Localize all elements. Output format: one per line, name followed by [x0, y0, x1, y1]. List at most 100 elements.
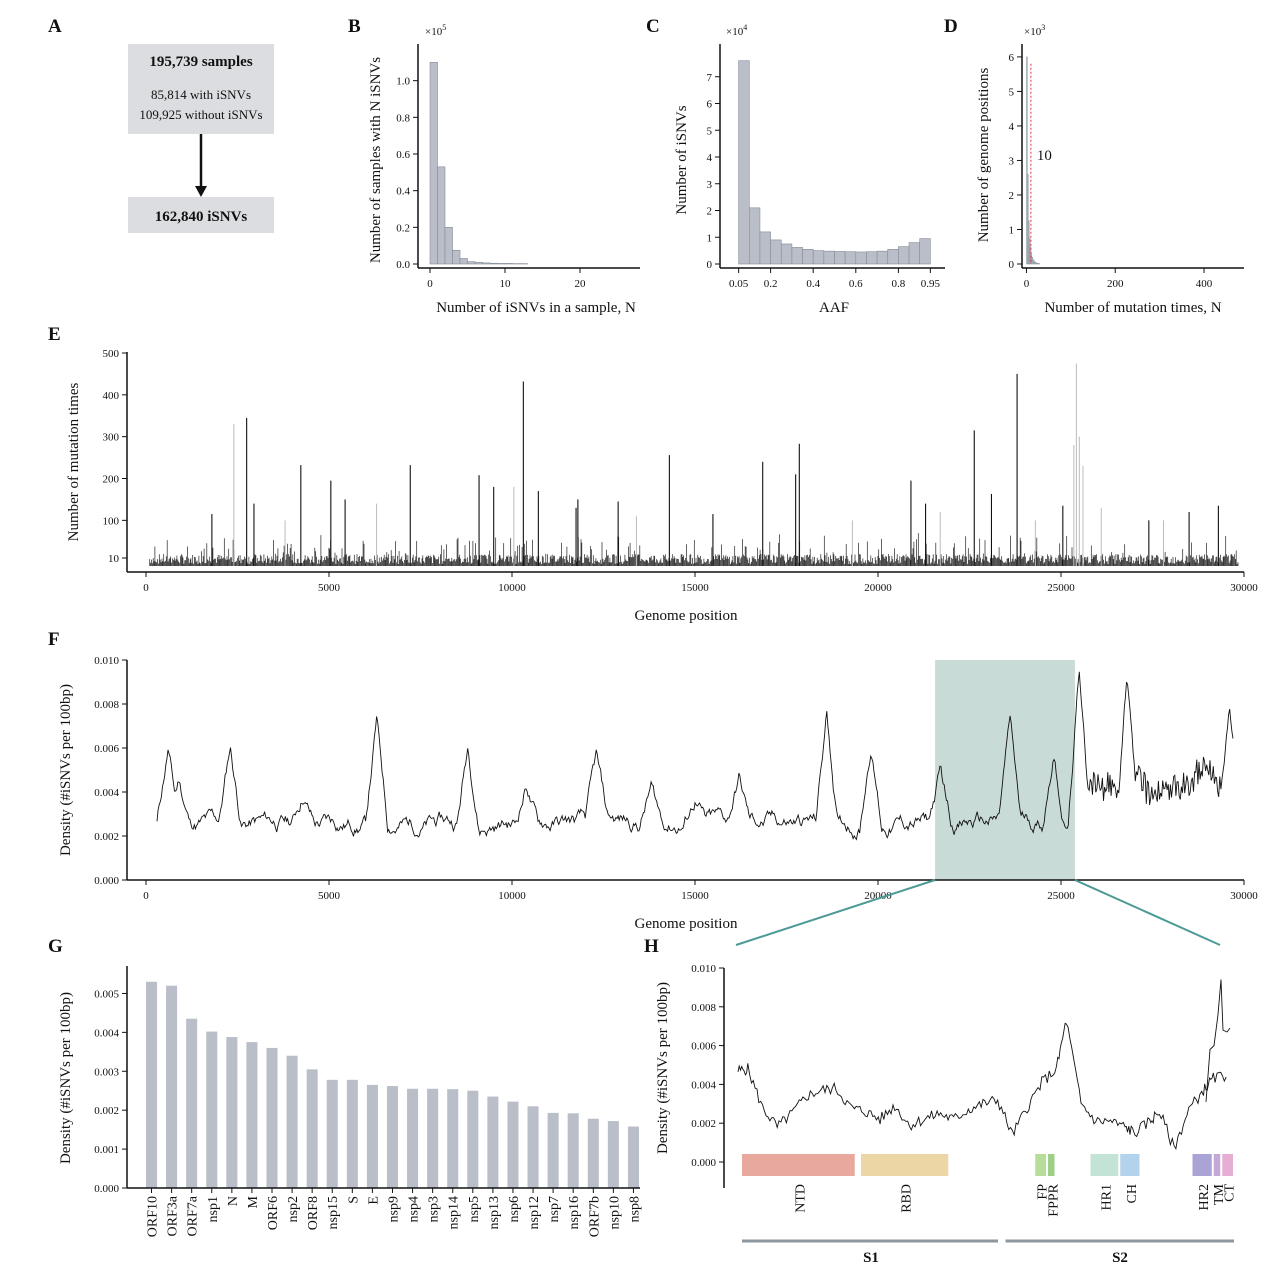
x-tick-label: 0 — [427, 278, 433, 290]
y-tick-label: 0.002 — [94, 1105, 119, 1117]
domain-block — [1048, 1154, 1055, 1176]
gene-label: ORF10 — [146, 1196, 161, 1237]
x-tick-label: 20000 — [864, 890, 892, 902]
y-tick-label: 4 — [1009, 121, 1015, 133]
y-tick-label: 1 — [1009, 224, 1015, 236]
gene-label: nsp13 — [487, 1196, 502, 1229]
x-tick-label: 0 — [1024, 278, 1030, 290]
y-tick-label: 0.010 — [94, 655, 119, 667]
gene-bar — [266, 1047, 278, 1188]
x-tick-label: 0.6 — [849, 278, 863, 290]
panel-letter-c: C — [646, 16, 660, 37]
y-tick-label: 0.005 — [94, 988, 119, 1000]
y-tick-label: 7 — [707, 72, 713, 84]
x-tick-label: 0.95 — [921, 278, 941, 290]
histogram-bar — [855, 251, 867, 265]
x-tick-label: 10 — [500, 278, 512, 290]
x-tick-label: 0.2 — [764, 278, 778, 290]
gene-label: nsp10 — [607, 1196, 622, 1229]
gene-bar — [306, 1069, 318, 1188]
y-tick-label: 0.4 — [396, 186, 410, 198]
domain-label: RBD — [900, 1184, 915, 1213]
mutation-spikes-baseline — [149, 533, 1239, 566]
histogram-bar — [489, 262, 498, 265]
domain-block — [1035, 1154, 1046, 1176]
density-line-tail — [1205, 979, 1231, 1102]
x-tick-label: 25000 — [1047, 582, 1075, 594]
gene-label: E — [366, 1196, 381, 1205]
y-tick-label: 0.003 — [94, 1066, 119, 1078]
x-tick-label: 0.8 — [892, 278, 906, 290]
x-axis-label: AAF — [819, 300, 849, 316]
gene-label: nsp7 — [547, 1196, 562, 1222]
gene-label: ORF7a — [186, 1195, 201, 1236]
domain-label: TM — [1212, 1183, 1227, 1205]
gene-label: nsp6 — [507, 1196, 522, 1222]
gene-bar — [427, 1088, 439, 1188]
gene-label: nsp14 — [447, 1196, 462, 1229]
y-tick-label: 0 — [707, 259, 713, 271]
y-tick-label: 0.004 — [691, 1079, 716, 1091]
domain-label: NTD — [793, 1184, 808, 1213]
y-tick-label: 0.006 — [691, 1041, 716, 1053]
y-axis-label: Number of samples with N iSNVs — [368, 57, 384, 263]
x-tick-label: 15000 — [681, 582, 709, 594]
domain-label: HR2 — [1197, 1184, 1212, 1210]
y-axis-label: Density (#iSNVs per 100bp) — [655, 982, 671, 1154]
gene-label: ORF6 — [266, 1196, 281, 1230]
gene-label: S — [346, 1196, 361, 1204]
x-axis-label: Genome position — [635, 916, 738, 932]
y-tick-label: 500 — [103, 348, 120, 360]
histogram-bar — [759, 231, 771, 265]
x-tick-label: 0 — [143, 890, 149, 902]
gene-label: nsp1 — [206, 1196, 221, 1222]
subunit-label: S2 — [1112, 1250, 1128, 1266]
y-tick-label: 0.004 — [94, 1027, 119, 1039]
gene-bar — [627, 1126, 639, 1188]
x-axis-label: Number of mutation times, N — [1044, 300, 1221, 316]
x-tick-label: 20 — [575, 278, 587, 290]
x-tick-label: 30000 — [1230, 582, 1258, 594]
gene-label: ORF8 — [306, 1196, 321, 1230]
gene-bar — [386, 1086, 399, 1188]
gene-bar — [607, 1121, 619, 1188]
gene-label: N — [226, 1196, 241, 1206]
histogram-bar — [802, 248, 814, 265]
histogram-bar — [770, 239, 782, 265]
y-tick-label: 0.004 — [94, 787, 119, 799]
y-tick-label: 400 — [103, 390, 120, 402]
gene-bar — [547, 1112, 559, 1188]
y-tick-label: 0.008 — [691, 1002, 716, 1014]
x-tick-label: 5000 — [318, 890, 341, 902]
gene-bar — [146, 981, 158, 1188]
y-tick-label: 0.002 — [94, 831, 119, 843]
y-axis-label: Density (#iSNVs per 100bp) — [58, 684, 74, 856]
domain-block — [1090, 1154, 1119, 1176]
y-tick-label: 0.2 — [396, 222, 410, 234]
y-tick-label: 0.010 — [691, 963, 716, 975]
gene-label: ORF3a — [166, 1195, 181, 1236]
gene-bar — [206, 1031, 218, 1188]
x-tick-label: 30000 — [1230, 890, 1258, 902]
domain-block — [1120, 1154, 1140, 1176]
gene-bar — [407, 1088, 419, 1188]
y-axis-label: Density (#iSNVs per 100bp) — [58, 992, 74, 1164]
histogram-bar — [444, 227, 453, 265]
y-axis-label: Number of mutation times — [66, 382, 82, 541]
y-tick-label: 2 — [1009, 190, 1015, 202]
histogram-bar — [898, 246, 910, 265]
histogram-bar — [1026, 56, 1028, 265]
histogram-bar — [474, 262, 483, 265]
domain-block — [742, 1154, 855, 1176]
gene-bar — [467, 1090, 479, 1188]
axis-multiplier: ×105 — [425, 23, 446, 38]
gene-bar — [226, 1037, 238, 1188]
y-tick-label: 1 — [707, 232, 713, 244]
gene-label: nsp9 — [386, 1196, 401, 1222]
panel-letter-f: F — [48, 629, 60, 650]
y-tick-label: 0.000 — [691, 1157, 716, 1169]
x-tick-label: 0.4 — [806, 278, 820, 290]
gene-label: nsp2 — [286, 1196, 301, 1222]
y-tick-label: 3 — [1009, 155, 1015, 167]
histogram-bar — [791, 247, 803, 265]
